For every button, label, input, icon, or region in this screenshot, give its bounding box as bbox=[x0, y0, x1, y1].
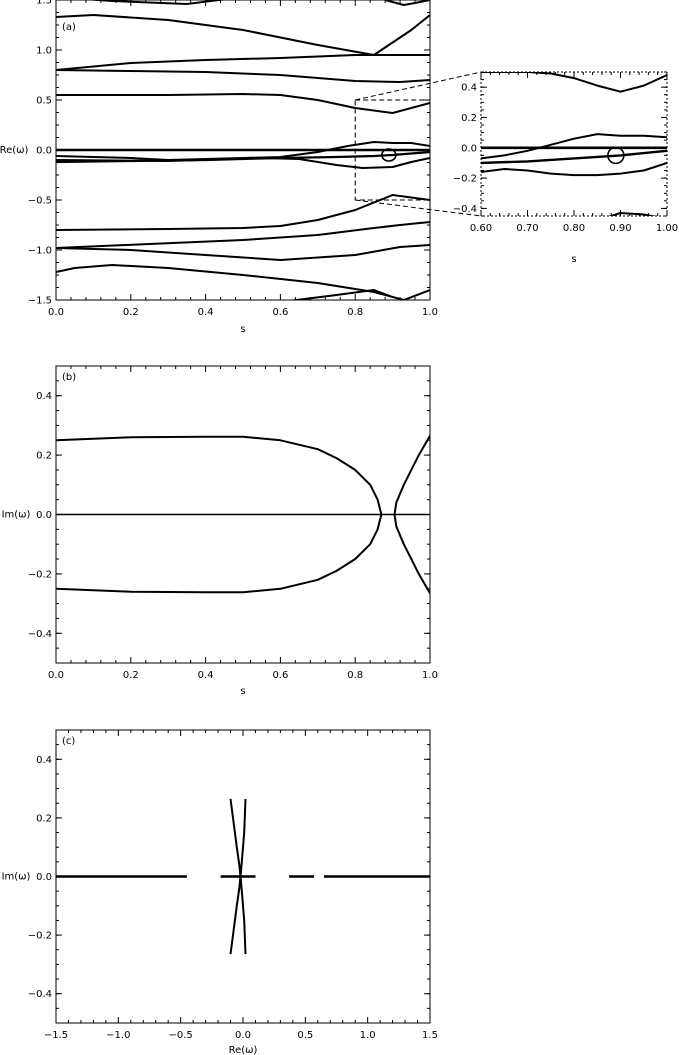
series-group bbox=[56, 435, 430, 594]
series-line-6 bbox=[56, 69, 430, 83]
series-line-1 bbox=[56, 514, 383, 594]
y-tick-label: −0.4 bbox=[28, 629, 52, 640]
series-line-12 bbox=[84, 0, 228, 5]
x-tick-label: −0.5 bbox=[169, 1030, 193, 1041]
series-line-8 bbox=[56, 221, 430, 249]
x-tick-label: 0.8 bbox=[347, 307, 363, 318]
y-tick-label: 0.4 bbox=[36, 755, 52, 766]
y-tick-label: 0.0 bbox=[36, 872, 52, 883]
panel-label: (b) bbox=[62, 372, 76, 383]
panel-label: (a) bbox=[62, 22, 76, 33]
y-tick-label: 0.0 bbox=[36, 146, 52, 157]
x-tick-label: 0.6 bbox=[272, 307, 288, 318]
y-tick-label: −0.4 bbox=[453, 204, 477, 215]
y-tick-label: −0.5 bbox=[28, 196, 52, 207]
series-line-11 bbox=[56, 264, 430, 300]
series-line-3 bbox=[481, 161, 667, 177]
series-line-2 bbox=[481, 133, 667, 160]
series-group bbox=[56, 0, 430, 300]
series-line-5 bbox=[607, 212, 657, 216]
x-tick-label: 0.0 bbox=[48, 307, 64, 318]
x-tick-label: 0.4 bbox=[198, 670, 214, 681]
x-tick-label: 1.00 bbox=[656, 223, 678, 234]
plot-frame bbox=[55, 729, 431, 1024]
x-tick-label: 0.0 bbox=[235, 1030, 251, 1041]
circle-marker bbox=[381, 148, 397, 162]
y-tick-label: 0.0 bbox=[461, 143, 477, 154]
y-tick-label: −1.5 bbox=[28, 296, 52, 307]
y-tick-label: 0.4 bbox=[36, 391, 52, 402]
x-tick-label: 1.0 bbox=[360, 1030, 376, 1041]
x-tick-label: 0.5 bbox=[297, 1030, 313, 1041]
series-line-1 bbox=[481, 149, 667, 165]
series-line-4 bbox=[481, 72, 667, 93]
x-tick-label: 0.90 bbox=[609, 223, 631, 234]
panel-a-inset: 0.60 0.70 0.80 0.90 1.00 −0.4 −0.2 0.0 0.2 0.4 s bbox=[453, 71, 678, 265]
y-tick-label: 0.5 bbox=[36, 96, 52, 107]
series-line-3 bbox=[393, 514, 430, 594]
inset-frame bbox=[480, 71, 668, 217]
y-tick-label: −0.2 bbox=[28, 569, 52, 580]
panel-b: 0.0 0.2 0.4 0.6 0.8 1.0 −0.4 −0.2 0.0 0.2 0.4 s Im(ω… bbox=[2, 365, 438, 697]
x-axis-label: Re(ω) bbox=[229, 1045, 258, 1055]
series-line-9 bbox=[56, 244, 430, 261]
x-tick-label: 0.6 bbox=[272, 670, 288, 681]
y-tick-label: −1.0 bbox=[28, 246, 52, 257]
y-axis-label: Im(ω) bbox=[2, 872, 31, 883]
x-tick-label: 0.8 bbox=[347, 670, 363, 681]
x-axis-label: s bbox=[240, 324, 245, 335]
y-tick-label: 0.0 bbox=[36, 510, 52, 521]
x-tick-label: −1.5 bbox=[44, 1030, 68, 1041]
x-axis-label: s bbox=[240, 686, 245, 697]
y-tick-label: −0.4 bbox=[28, 989, 52, 1000]
series-line-14 bbox=[288, 289, 393, 300]
series-line-4 bbox=[56, 93, 430, 114]
series-line-0 bbox=[56, 435, 383, 515]
series-line-6 bbox=[239, 798, 247, 877]
x-tick-label: 0.2 bbox=[123, 307, 139, 318]
x-tick-label: 0.4 bbox=[198, 307, 214, 318]
y-tick-label: 0.4 bbox=[461, 83, 477, 94]
series-line-2 bbox=[56, 141, 430, 161]
y-tick-label: 1.0 bbox=[36, 46, 52, 57]
zoom-connector-top bbox=[355, 71, 482, 101]
x-tick-label: 0.0 bbox=[48, 670, 64, 681]
x-tick-label: 0.2 bbox=[123, 670, 139, 681]
y-axis-label: Re(ω) bbox=[0, 145, 29, 156]
x-axis-label: s bbox=[571, 254, 576, 265]
series-line-2 bbox=[393, 435, 430, 515]
x-tick-label: 1.0 bbox=[422, 670, 438, 681]
series-group bbox=[56, 798, 430, 955]
panel-label: (c) bbox=[62, 736, 75, 747]
zoom-connector-bottom bbox=[355, 199, 482, 217]
y-axis-label: Im(ω) bbox=[2, 510, 31, 521]
plot-frame bbox=[55, 365, 431, 664]
y-tick-label: −0.2 bbox=[453, 174, 477, 185]
x-tick-label: 0.60 bbox=[470, 223, 492, 234]
x-tick-label: 1.5 bbox=[422, 1030, 438, 1041]
x-tick-label: 0.80 bbox=[563, 223, 585, 234]
y-tick-label: 0.2 bbox=[36, 451, 52, 462]
series-line-5 bbox=[229, 876, 242, 955]
y-tick-label: −0.2 bbox=[28, 931, 52, 942]
series-line-7 bbox=[239, 876, 247, 955]
panel-c: −1.5 −1.0 −0.5 0.0 0.5 1.0 1.5 −0.4 −0.2 0.0 0.2 0.… bbox=[2, 729, 438, 1055]
x-tick-label: 0.70 bbox=[516, 223, 538, 234]
y-tick-label: 1.5 bbox=[36, 0, 52, 7]
series-line-7 bbox=[56, 54, 430, 71]
x-tick-label: 1.0 bbox=[422, 307, 438, 318]
series-group bbox=[481, 72, 667, 216]
series-line-10 bbox=[56, 14, 430, 56]
circle-marker bbox=[607, 146, 625, 165]
series-line-13 bbox=[384, 0, 430, 6]
panel-a: 0.0 0.2 0.4 0.6 0.8 1.0 −1.5 −1.0 −0.5 0.0 0.5 1.0 1… bbox=[0, 0, 438, 335]
zoom-box bbox=[354, 99, 431, 201]
y-tick-label: 0.2 bbox=[36, 813, 52, 824]
series-line-4 bbox=[229, 798, 242, 877]
series-line-5 bbox=[56, 194, 430, 231]
y-tick-label: 0.2 bbox=[461, 113, 477, 124]
x-tick-label: −1.0 bbox=[106, 1030, 130, 1041]
series-line-3 bbox=[56, 157, 430, 169]
